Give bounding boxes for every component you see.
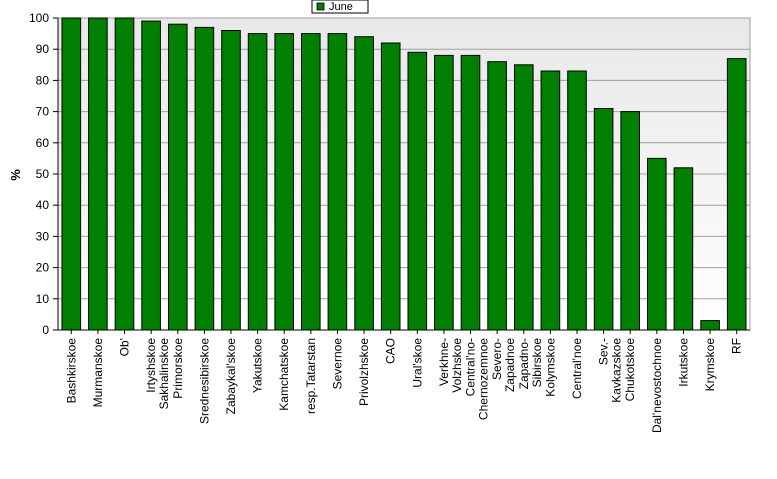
bar[interactable]	[247, 33, 268, 331]
x-axis: Bashkirskoe Murmanskoe Ob' IrtyshskoeSakhal…	[58, 329, 750, 433]
y-axis: 0 10 20 30 40 50 60 70 80 90 100	[29, 11, 59, 337]
y-tick-label: 70	[36, 105, 50, 119]
bar[interactable]	[700, 320, 720, 331]
x-tick-label: Privolzhskoe	[357, 338, 371, 406]
bar[interactable]	[141, 20, 161, 331]
y-tick-label: 10	[36, 292, 50, 306]
x-tick-label: Bashkirskoe	[64, 338, 78, 404]
bar[interactable]	[620, 111, 641, 331]
bar[interactable]	[221, 30, 241, 331]
bar[interactable]	[487, 61, 507, 331]
y-tick-label: 20	[36, 261, 50, 275]
bar[interactable]	[354, 36, 374, 331]
x-tick-label: Krymskoe	[703, 338, 717, 392]
y-tick-label: 0	[42, 323, 49, 337]
bar[interactable]	[726, 58, 747, 331]
legend[interactable]: June	[311, 0, 369, 14]
bar[interactable]	[114, 17, 135, 331]
y-axis-label: %	[8, 169, 23, 181]
y-tick-label: 50	[36, 167, 50, 181]
x-tick-label: Kolymskoe	[543, 338, 557, 397]
bar[interactable]	[460, 54, 481, 331]
bar[interactable]	[61, 17, 82, 331]
x-tick-label: resp.Tatarstan	[304, 338, 318, 414]
bar[interactable]	[88, 17, 108, 331]
bar[interactable]	[407, 51, 428, 331]
y-tick-label: 60	[36, 136, 50, 150]
bar[interactable]	[301, 33, 321, 331]
x-tick-label: Yakutskoe	[251, 338, 265, 393]
bar[interactable]	[540, 70, 561, 331]
bar[interactable]	[567, 70, 587, 331]
x-tick-label: Murmanskoe	[91, 338, 105, 408]
x-tick-label: Primorskoe	[171, 338, 185, 399]
legend-box	[311, 0, 369, 14]
bar[interactable]	[647, 157, 667, 331]
bar[interactable]	[593, 108, 614, 331]
y-tick-label: 80	[36, 73, 50, 87]
x-tick-label: Zabaykal'skoe	[224, 338, 238, 415]
y-tick-label: 100	[29, 11, 49, 25]
x-tick-label: CAO	[384, 338, 398, 364]
bar[interactable]	[168, 23, 188, 331]
y-tick-label: 40	[36, 198, 50, 212]
bar[interactable]	[673, 167, 694, 331]
x-tick-label: Severnoe	[331, 338, 345, 390]
x-tick-label: Dal'nevostochnoe	[650, 338, 664, 433]
x-tick-label: Central'noe	[570, 338, 584, 399]
x-tick-label: Ob'	[118, 338, 132, 356]
bar[interactable]	[514, 64, 534, 331]
x-tick-label: Verkhne-Volzhskoe	[437, 338, 464, 393]
x-tick-label: Irkutskoe	[677, 338, 691, 387]
x-tick-label: Severo-Zapadnoe	[490, 338, 517, 392]
bar[interactable]	[327, 33, 348, 331]
x-tick-label: Kamchatskoe	[277, 338, 291, 411]
bar[interactable]	[274, 33, 294, 331]
bars	[61, 17, 747, 331]
legend-swatch	[316, 2, 325, 11]
x-tick-label: RF	[730, 338, 744, 354]
y-tick-label: 90	[36, 42, 50, 56]
x-tick-label: Ural'skoe	[410, 338, 424, 388]
bar[interactable]	[194, 26, 215, 331]
x-tick-label: Zapadno-Sibirskoe	[517, 338, 544, 390]
legend-label: June	[329, 1, 353, 13]
x-tick-label: Central'no-Chernozemnoe	[464, 338, 491, 420]
x-tick-label: Sev.-Kavkazskoe	[597, 338, 624, 403]
x-tick-label: Chukotskoe	[623, 338, 637, 402]
bar[interactable]	[380, 42, 401, 331]
bar[interactable]	[434, 54, 454, 331]
x-tick-label: IrtyshskoeSakhalinskoe	[144, 338, 171, 410]
y-tick-label: 30	[36, 229, 50, 243]
x-tick-label: Srednesibirskoe	[197, 338, 211, 424]
